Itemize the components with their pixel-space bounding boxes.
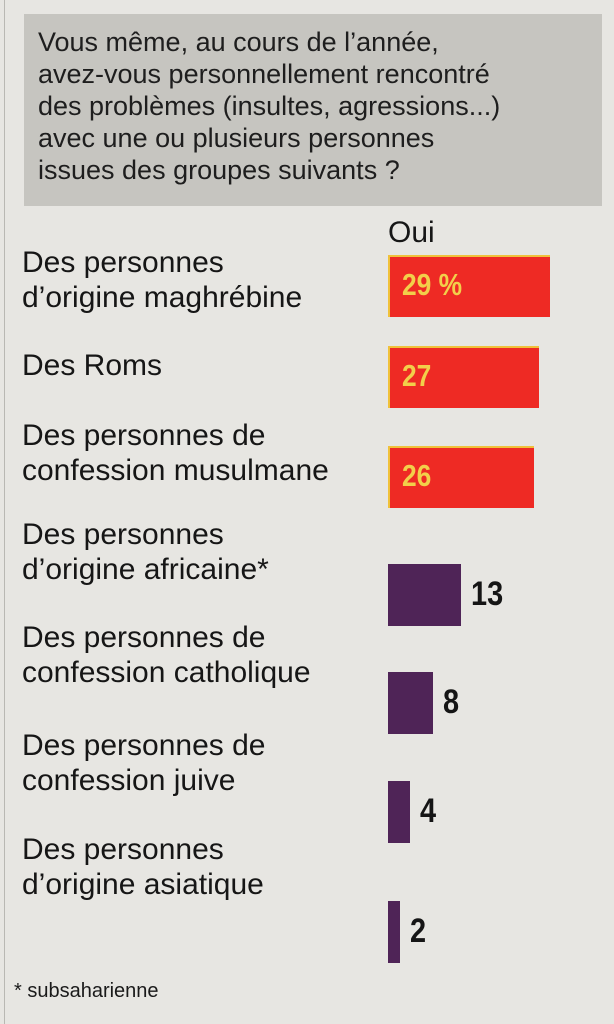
category-label-7-line-2: d’origine asiatique [22,868,264,901]
value-label-4: 13 [471,575,504,613]
category-label-1-line-1: Des personnes [22,246,224,279]
question-line-4: avec une ou plusieurs personnes [38,123,435,153]
bar-4 [388,564,461,626]
value-label-3: 26 [402,458,432,493]
value-label-5: 8 [443,683,460,721]
bar-3 [388,446,534,508]
question-line-3: des problèmes (insultes, agressions...) [38,91,501,121]
value-label-7: 2 [410,912,427,950]
category-label-4-line-2: d’origine africaine* [22,553,269,586]
question-line-2: avez-vous personnellement rencontré [38,59,490,89]
category-label-4-line-1: Des personnes [22,518,224,551]
bar-1 [388,255,550,317]
left-margin-rule [4,0,5,1024]
value-label-1: 29 % [402,267,463,302]
question-line-1: Vous même, au cours de l’année, [38,27,439,57]
bar-2 [388,346,539,408]
footnote: * subsaharienne [14,980,159,1002]
category-label-3-line-1: Des personnes de [22,419,266,452]
category-label-6-line-1: Des personnes de [22,729,266,762]
bar-6 [388,781,410,843]
category-label-7-line-1: Des personnes [22,833,224,866]
bar-5 [388,672,433,734]
value-label-2: 27 [402,358,432,393]
category-label-5-line-2: confession catholique [22,656,311,689]
column-header-oui: Oui [388,216,435,249]
category-label-2-line-1: Des Roms [22,349,163,382]
category-label-6-line-2: confession juive [22,764,236,797]
category-label-3-line-2: confession musulmane [22,454,329,487]
question-line-5: issues des groupes suivants ? [38,155,400,185]
value-label-6: 4 [420,792,437,830]
bar-7 [388,901,400,963]
question-box: Vous même, au cours de l’année, avez-vou… [24,14,602,206]
category-label-1-line-2: d’origine maghrébine [22,281,303,314]
category-label-5-line-1: Des personnes de [22,621,266,654]
